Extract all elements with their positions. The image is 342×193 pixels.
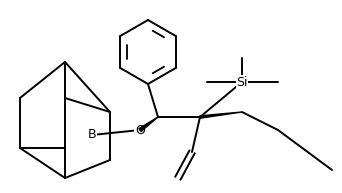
Polygon shape [200, 112, 242, 118]
Text: B: B [88, 129, 96, 141]
Text: O: O [135, 124, 145, 136]
Text: Si: Si [236, 75, 248, 89]
Polygon shape [139, 117, 158, 131]
